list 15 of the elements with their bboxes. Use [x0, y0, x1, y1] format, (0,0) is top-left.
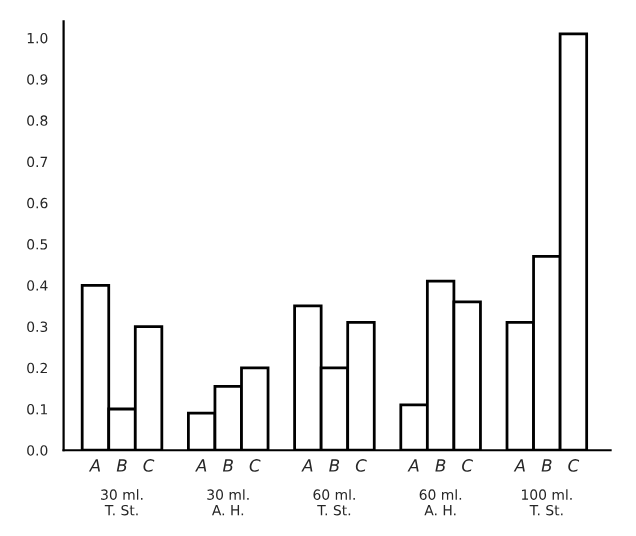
text: A: [195, 459, 207, 472]
text: C: [249, 459, 261, 472]
text: B: [541, 459, 552, 472]
text: C: [355, 459, 367, 472]
series-label: A: [88, 459, 101, 472]
series-label: B: [116, 459, 127, 472]
text: B: [435, 459, 446, 472]
text: A: [513, 459, 525, 472]
text: A: [407, 459, 419, 472]
text: C: [568, 459, 580, 472]
series-label: C: [143, 459, 155, 472]
text: B: [329, 459, 340, 472]
text: B: [222, 459, 233, 472]
text: A: [301, 459, 313, 472]
text: C: [462, 459, 473, 472]
